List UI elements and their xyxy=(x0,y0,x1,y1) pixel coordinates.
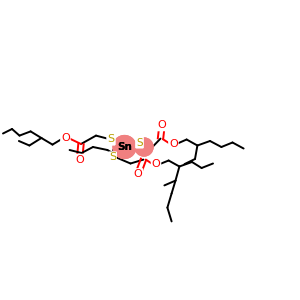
Text: O: O xyxy=(61,133,70,143)
Text: O: O xyxy=(152,159,160,170)
Text: O: O xyxy=(134,169,142,179)
Text: S: S xyxy=(109,152,116,163)
Text: S: S xyxy=(107,134,115,145)
Circle shape xyxy=(135,138,153,156)
Text: O: O xyxy=(169,139,178,149)
Text: S: S xyxy=(109,152,116,163)
Circle shape xyxy=(135,138,153,156)
Text: S: S xyxy=(136,137,143,148)
Text: O: O xyxy=(75,154,84,165)
Text: Sn: Sn xyxy=(117,142,132,152)
Text: S: S xyxy=(107,134,115,145)
Circle shape xyxy=(113,136,136,158)
Text: S: S xyxy=(136,137,143,148)
Circle shape xyxy=(113,136,136,158)
Text: O: O xyxy=(158,120,166,130)
Text: Sn: Sn xyxy=(117,142,132,152)
